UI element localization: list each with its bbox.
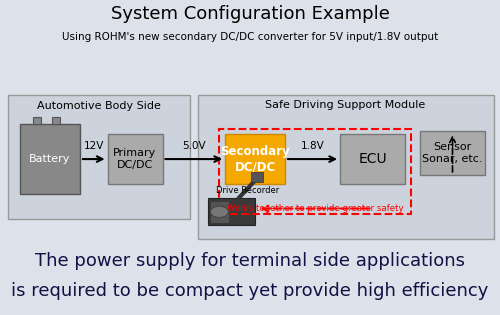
Text: is required to be compact yet provide high efficiency: is required to be compact yet provide hi…	[12, 282, 488, 300]
FancyBboxPatch shape	[210, 201, 229, 222]
Text: Sensor
Sonar, etc.: Sensor Sonar, etc.	[422, 142, 483, 163]
Text: Using ROHM's new secondary DC/DC converter for 5V input/1.8V output: Using ROHM's new secondary DC/DC convert…	[62, 32, 438, 42]
Text: 12V: 12V	[84, 141, 104, 151]
Text: Drive Recorder: Drive Recorder	[216, 186, 279, 195]
Text: Safe Driving Support Module: Safe Driving Support Module	[266, 100, 426, 110]
Text: Automotive Body Side: Automotive Body Side	[37, 101, 160, 111]
Text: System Configuration Example: System Configuration Example	[110, 5, 390, 23]
Text: Secondary
DC/DC: Secondary DC/DC	[220, 145, 290, 173]
FancyBboxPatch shape	[108, 134, 162, 184]
Text: Works together to provide greater safety: Works together to provide greater safety	[226, 203, 404, 213]
FancyBboxPatch shape	[252, 172, 264, 182]
FancyBboxPatch shape	[33, 117, 41, 124]
FancyBboxPatch shape	[8, 94, 190, 219]
Text: ECU: ECU	[358, 152, 387, 166]
Circle shape	[210, 206, 228, 218]
Text: Primary
DC/DC: Primary DC/DC	[114, 148, 156, 170]
FancyBboxPatch shape	[420, 131, 485, 175]
Text: 5.0V: 5.0V	[182, 141, 206, 151]
Text: Battery: Battery	[30, 154, 70, 164]
FancyBboxPatch shape	[198, 94, 494, 239]
FancyBboxPatch shape	[208, 198, 255, 225]
FancyBboxPatch shape	[225, 134, 285, 184]
FancyBboxPatch shape	[52, 117, 60, 124]
Text: The power supply for terminal side applications: The power supply for terminal side appli…	[35, 252, 465, 270]
Text: 1.8V: 1.8V	[300, 141, 324, 151]
FancyBboxPatch shape	[20, 124, 80, 194]
FancyBboxPatch shape	[340, 134, 405, 184]
